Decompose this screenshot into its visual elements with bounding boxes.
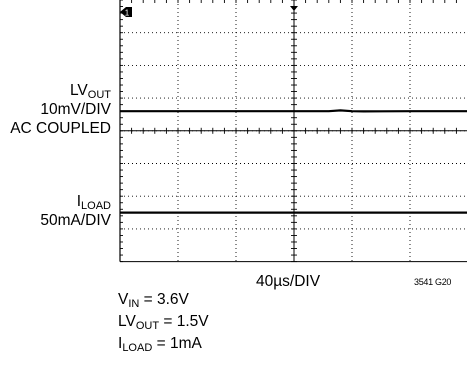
trace1-coupling-label: AC COUPLED — [10, 120, 111, 137]
figure-id-label: 3541 G20 — [414, 277, 452, 287]
trigger-position-marker — [290, 6, 298, 11]
channel-1-marker: 1 — [120, 7, 132, 18]
trace-1 — [120, 109, 467, 113]
condition-iload: ILOAD = 1mA — [118, 335, 202, 354]
trace2-scale-label: 50mA/DIV — [40, 212, 111, 229]
trace1-scale-label: 10mV/DIV — [40, 101, 111, 118]
svg-text:1: 1 — [125, 9, 130, 18]
trace1-name-label: LVOUT — [69, 82, 111, 101]
timebase-label: 40µs/DIV — [256, 273, 321, 290]
trace2-name-label: ILOAD — [76, 193, 111, 212]
condition-vin: VIN = 3.6V — [118, 291, 189, 310]
graticule — [119, 0, 467, 263]
condition-lvout: LVOUT = 1.5V — [118, 313, 209, 332]
trace-group — [120, 109, 467, 214]
